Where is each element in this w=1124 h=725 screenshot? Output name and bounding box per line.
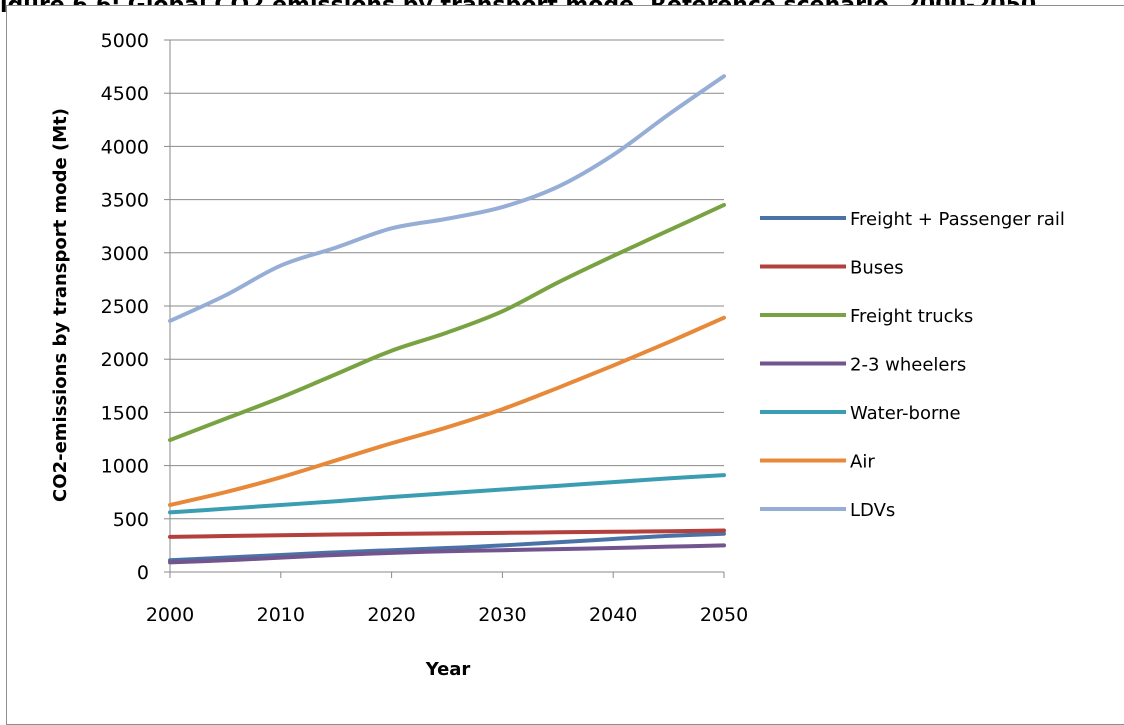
x-axis-title: Year (425, 659, 471, 680)
y-tick-label: 4500 (101, 83, 149, 105)
series-lines (168, 74, 726, 565)
x-tick-label: 2030 (478, 604, 526, 626)
y-tick-label: 2500 (101, 296, 149, 318)
series-line-air (168, 315, 726, 507)
series-line-buses (168, 528, 726, 539)
legend: Freight + Passenger rail Buses Freight tru… (760, 209, 1065, 521)
series-line-freight-passenger-rail (168, 531, 726, 563)
axes: 0 500 1000 1500 2000 2500 3000 3500 4000 4500 5000… (101, 30, 749, 626)
y-tick-label: 500 (113, 509, 149, 531)
y-tick-label: 0 (137, 562, 149, 584)
series-line-freight-trucks (168, 202, 726, 443)
legend-label-2-3-wheelers: 2-3 wheelers (850, 355, 966, 376)
x-tick-label: 2040 (589, 604, 637, 626)
y-tick-label: 4000 (101, 136, 149, 158)
legend-label-freight-trucks: Freight trucks (850, 306, 973, 327)
gridlines (170, 39, 724, 520)
y-tick-label: 2000 (101, 349, 149, 371)
y-tick-label: 1000 (101, 456, 149, 478)
x-tick-label: 2050 (700, 604, 748, 626)
x-tick-label: 2000 (146, 604, 194, 626)
y-tick-label: 1500 (101, 402, 149, 424)
legend-label-water-borne: Water-borne (850, 403, 961, 424)
legend-label-air: Air (850, 452, 875, 473)
series-line-2-3-wheelers (168, 543, 726, 565)
series-line-water-borne (168, 473, 726, 515)
y-tick-label: 3000 (101, 243, 149, 265)
legend-label-ldvs: LDVs (850, 500, 895, 521)
y-tick-label: 5000 (101, 30, 149, 52)
legend-label-buses: Buses (850, 258, 904, 279)
x-tick-label: 2020 (367, 604, 415, 626)
legend-label-freight-passenger-rail: Freight + Passenger rail (850, 209, 1065, 230)
series-line-ldvs (168, 74, 726, 323)
y-axis-title: CO2-emissions by transport mode (Mt) (50, 108, 71, 502)
x-tick-label: 2010 (257, 604, 305, 626)
y-tick-label: 3500 (101, 190, 149, 212)
